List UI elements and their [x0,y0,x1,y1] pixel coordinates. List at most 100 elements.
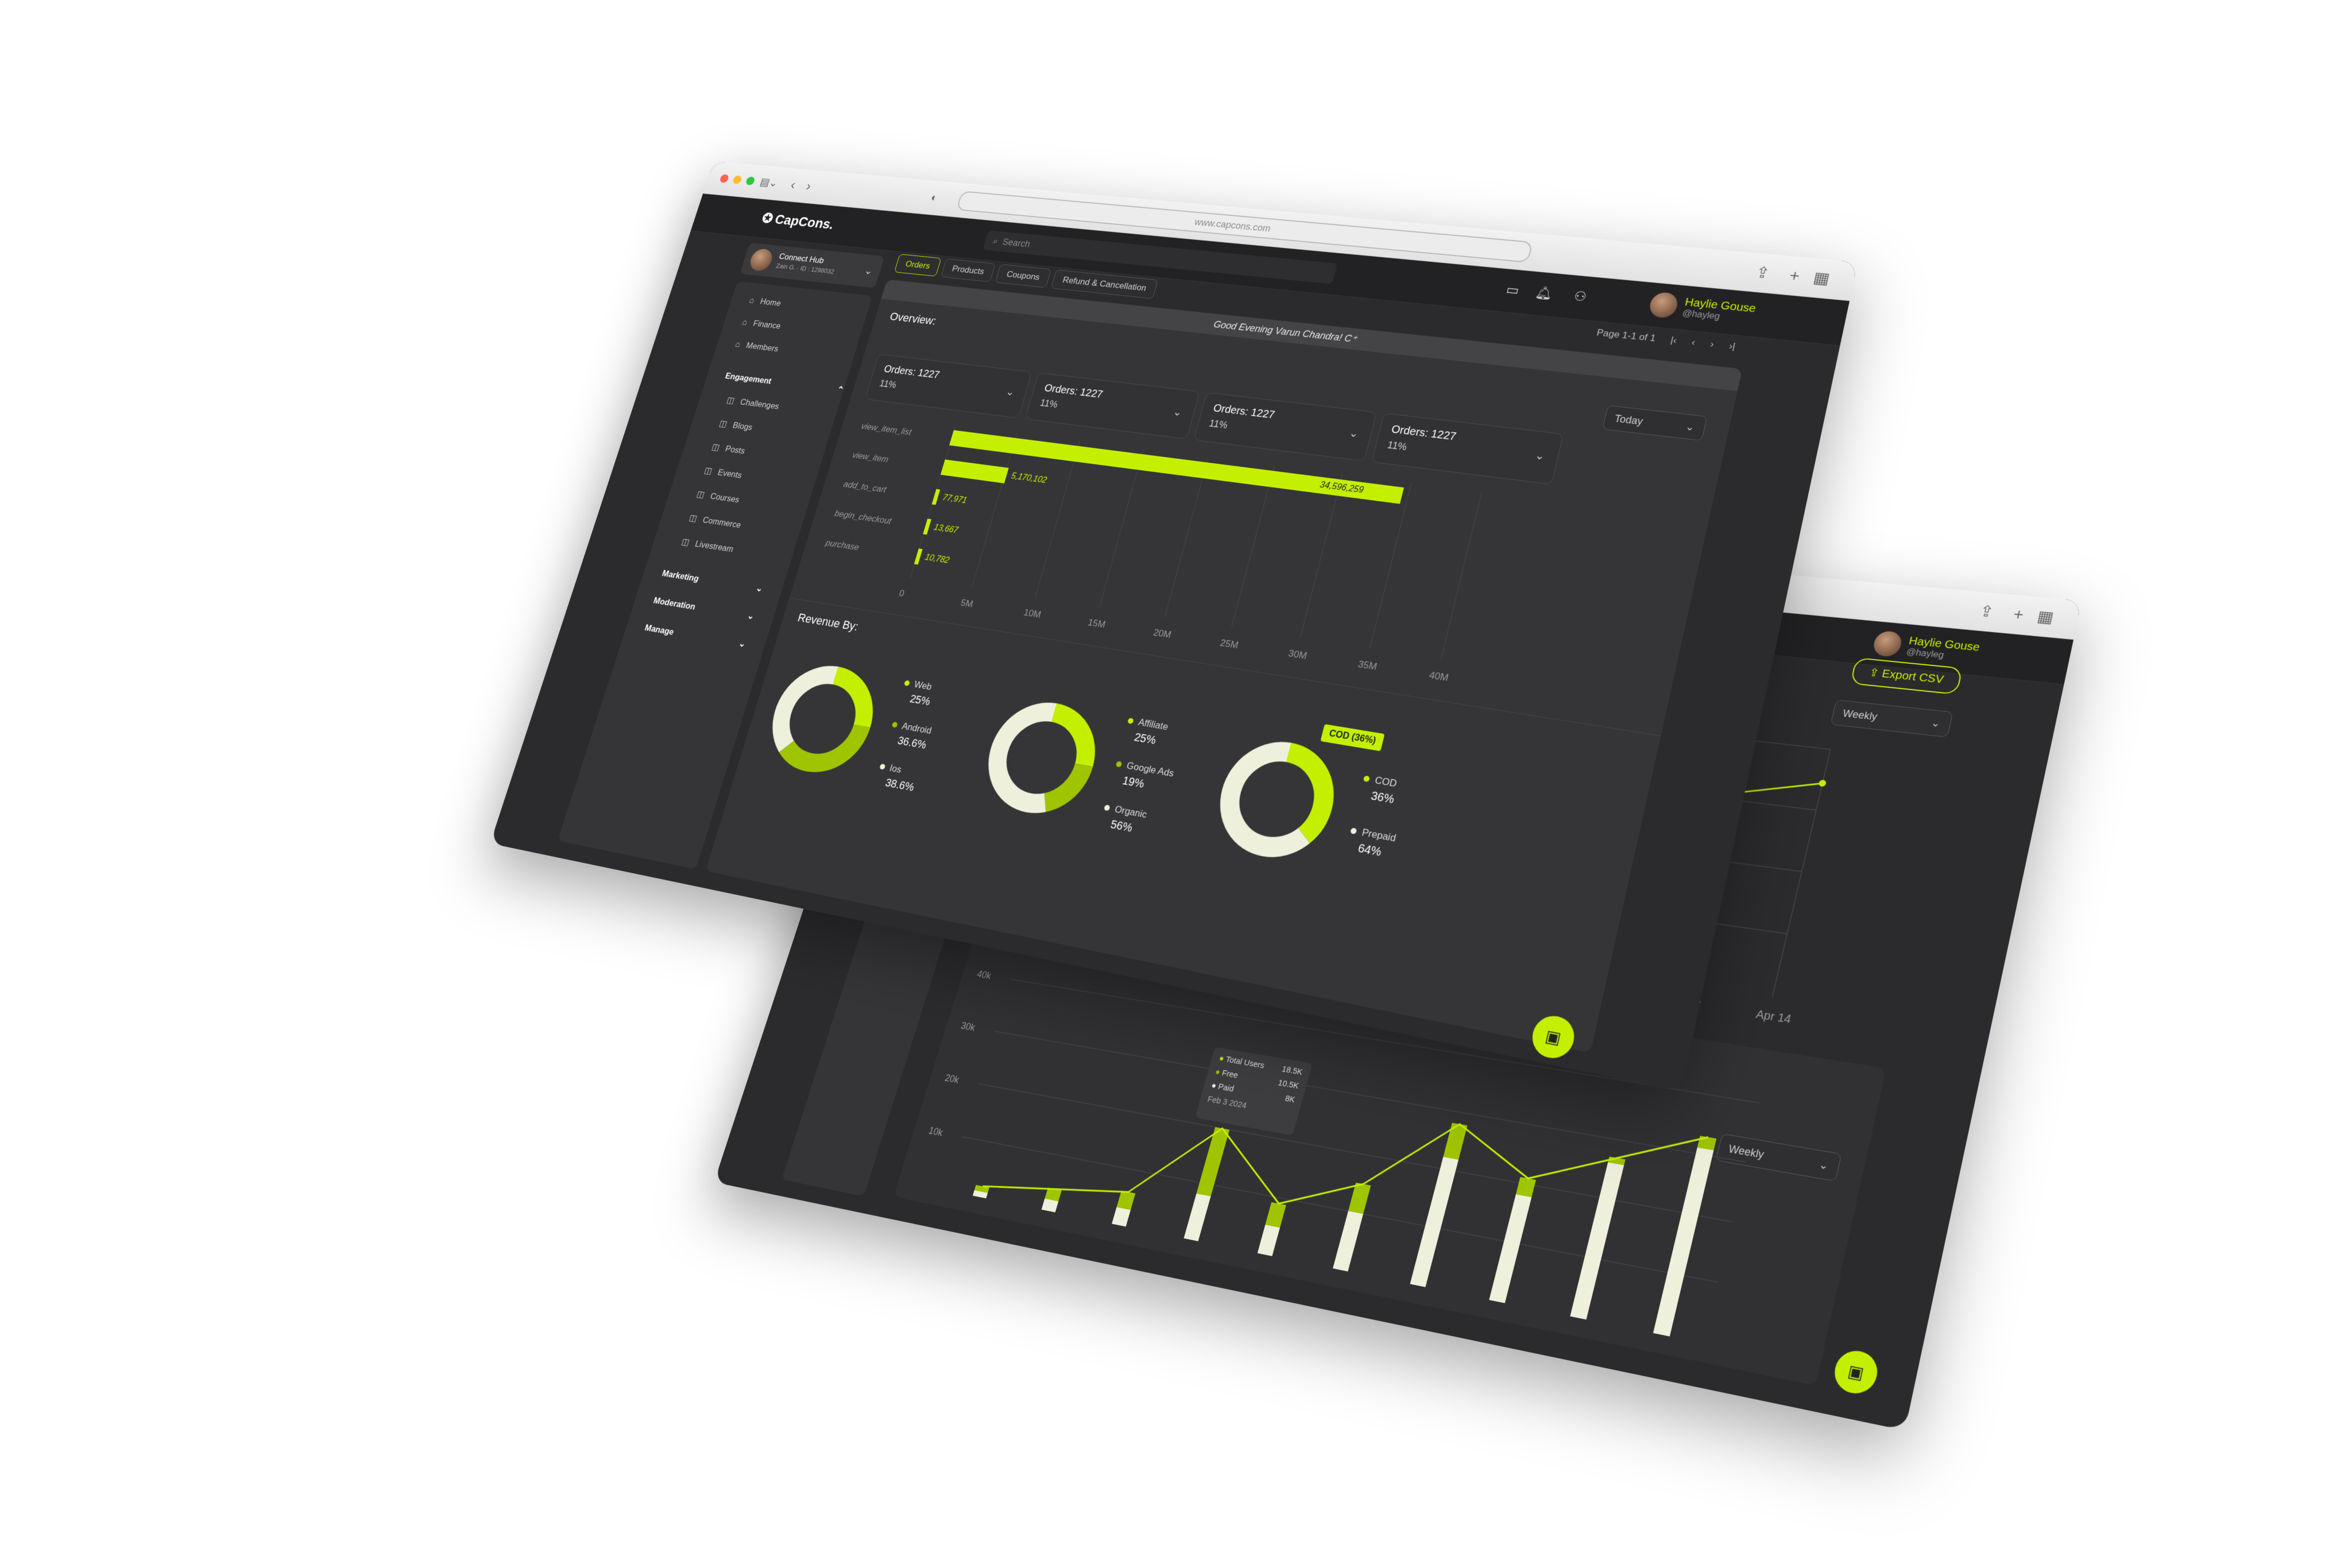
hub-switcher[interactable]: Connect Hub Zain G. · ID : 1298032 ⌄ [740,243,884,288]
range-select-value: Today [1614,413,1644,428]
sidebar-section-label: Moderation [652,595,697,612]
forward-icon[interactable]: › [804,178,813,194]
sidebar-item-label: Courses [709,491,741,505]
prev-page-icon[interactable]: ‹ [1690,337,1696,349]
range-select[interactable]: Today ⌄ [1602,405,1707,441]
sidebar-item-label: Challenges [739,397,780,412]
bar-paid[interactable] [1112,1207,1131,1227]
user-menu[interactable]: Haylie Gouse @hayleg [1647,292,1758,327]
close-dot[interactable] [719,174,729,183]
legend-item: Android 36.6% [886,719,933,752]
next-page-icon[interactable]: › [1709,339,1715,350]
bell-icon[interactable]: 🔔︎ [1534,285,1554,302]
logo-text: CapCons. [773,212,836,232]
funnel-step-label: purchase [824,538,899,559]
chevron-down-icon: ⌄ [863,265,875,277]
tab-orders[interactable]: Orders [894,254,942,276]
legend-label: Web [913,679,933,692]
funnel-step-label: add_to_cart [842,479,916,499]
legend-item: Web 25% [899,677,936,708]
back-icon[interactable]: ‹ [788,177,798,193]
share-icon[interactable]: ⇪ [1978,602,1995,621]
tab-coupons[interactable]: Coupons [995,264,1051,288]
chevron-down-icon: ⌄ [1684,420,1696,433]
sidebar-item-events[interactable]: ◫ Events [703,466,743,481]
card-change: 11% [1039,397,1059,410]
last-page-icon[interactable]: ›| [1728,340,1736,352]
legend-percent: 25% [1133,731,1166,749]
overview-card[interactable]: Orders: 1227 11% ⌄ [1194,392,1377,461]
funnel-bar[interactable] [914,548,923,564]
overview-card[interactable]: Orders: 1227 11% ⌄ [865,354,1032,418]
overview-card[interactable]: Orders: 1227 11% ⌄ [1025,373,1200,439]
funnel-step-label: begin_checkout [833,508,907,529]
funnel-bar[interactable] [923,518,931,535]
bag-icon: ◫ [688,513,698,524]
legend-dot [892,722,898,728]
sidebar-section-moderation[interactable]: Moderation ⌄ [652,595,756,622]
messages-icon[interactable]: ▭ [1504,282,1521,299]
add-user-icon[interactable]: ⚇ [1572,288,1588,305]
tooltip-label-paid: Paid [1217,1082,1235,1094]
data-point[interactable] [1818,780,1827,787]
first-page-icon[interactable]: |‹ [1669,335,1678,346]
sidebar-item-commerce[interactable]: ◫ Commerce [688,513,742,531]
new-tab-icon[interactable]: + [1788,266,1801,285]
card-change: 11% [878,378,898,391]
x-tick-label: 15M [1086,617,1107,630]
sidebar-section-engagement[interactable]: Engagement ⌃ [724,371,845,395]
bar-paid[interactable] [1333,1211,1363,1271]
maximize-dot[interactable] [745,176,756,185]
shield-icon: ◐ [929,189,939,206]
chat-fab[interactable]: ▣ [1831,1347,1881,1397]
legend-dot [1363,776,1370,783]
sidebar-item-posts[interactable]: ◫ Posts [710,442,746,456]
new-tab-icon[interactable]: + [2011,605,2025,624]
overview-card[interactable]: Orders: 1227 11% ⌄ [1371,413,1564,485]
legend-label: Prepaid [1361,827,1397,844]
sidebar-section-manage[interactable]: Manage ⌄ [643,622,747,649]
pager-text: Page 1-1 of 1 [1596,327,1657,344]
sidebar-item-finance[interactable]: ⌂ Finance [741,318,782,331]
legend-percent: 25% [908,693,932,708]
revenue-title: Revenue By: [796,611,860,634]
logo[interactable]: ✪CapCons. [760,210,836,233]
grid-line [1165,457,1209,617]
x-tick-label: Apr 14 [1755,1008,1793,1026]
legend-item: Google Ads 19% [1111,758,1175,796]
bar-paid[interactable] [1258,1225,1280,1256]
minimize-dot[interactable] [732,175,742,184]
bar-paid[interactable] [1410,1157,1459,1287]
legend-item: Prepaid 64% [1345,824,1397,861]
sidebar-section-marketing[interactable]: Marketing ⌄ [661,568,764,594]
sidebar-item-home[interactable]: ⌂ Home [748,296,782,309]
bar-paid[interactable] [1489,1194,1531,1303]
bar-paid[interactable] [1570,1163,1624,1320]
funnel-bar[interactable] [932,489,941,505]
sidebar-item-members[interactable]: ⌂ Members [734,339,779,354]
share-icon[interactable]: ⇪ [1754,263,1771,282]
tabs-grid-icon[interactable]: ▦ [1812,268,1832,288]
donut-svg [968,688,1115,829]
hub-avatar [748,248,775,272]
hub-id: ID : 1298032 [799,265,835,276]
sidebar-item-label: Finance [752,319,782,331]
tab-products[interactable]: Products [941,258,996,282]
chevron-down-icon: ⌄ [1348,426,1360,440]
bar-paid[interactable] [1653,1148,1714,1337]
sidebar-item-courses[interactable]: ◫ Courses [695,489,741,505]
sidebar-toggle-icon[interactable]: ▤⌄ [758,174,780,191]
x-tick-label: 0 [898,588,906,599]
x-tick-label: 35M [1357,659,1378,673]
bar-paid[interactable] [1183,1194,1210,1241]
sidebar-item-blogs[interactable]: ◫ Blogs [718,419,753,432]
dashboard-body: Connect Hub Zain G. · ID : 1298032 ⌄ ⌂ Ho… [490,230,1840,1092]
tabs-grid-icon[interactable]: ▦ [2036,607,2056,627]
funnel-bar[interactable] [941,459,1008,483]
sidebar-item-livestream[interactable]: ◫ Livestream [680,537,735,555]
flag-icon: ◫ [725,396,736,406]
chat-icon: ▣ [1544,1026,1563,1048]
chevron-down-icon: ⌄ [1534,448,1546,463]
x-tick-label: 10M [1022,607,1042,621]
sidebar-item-challenges[interactable]: ◫ Challenges [725,396,780,412]
